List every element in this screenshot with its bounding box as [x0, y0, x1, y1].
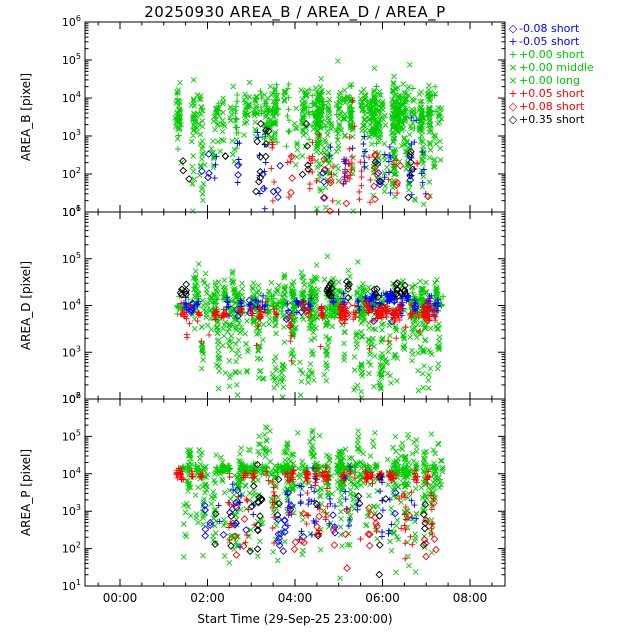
axis-ticks	[85, 21, 505, 213]
y-tick-label: 104	[62, 90, 81, 105]
legend-item: ◇ -0.08 short	[507, 22, 594, 35]
chart-title: 20250930 AREA_B / AREA_D / AREA_P	[144, 3, 446, 21]
legend-label: -0.08 short	[519, 22, 580, 35]
y-axis-title: AREA_P [pixel]	[19, 449, 33, 536]
diamond-marker-icon: ◇	[508, 113, 518, 126]
legend-label: +0.00 short	[519, 48, 585, 61]
plus-marker-icon: +	[508, 48, 518, 61]
legend: ◇ -0.08 short +-0.05 short ++0.00 short ×…	[507, 22, 594, 126]
diamond-marker-icon: ◇	[508, 100, 518, 113]
series-area_b-+0.00-long	[188, 73, 434, 144]
x-marker-icon: ×	[508, 74, 518, 87]
x-tick-label: 08:00	[453, 591, 488, 605]
series-area_b-+0.08-short	[287, 150, 432, 215]
legend-item: ◇ +0.35 short	[507, 113, 594, 126]
series-area_b-+0.00-middle	[172, 58, 445, 214]
legend-item: ++0.00 short	[507, 48, 594, 61]
legend-item: ◇ +0.08 short	[507, 100, 594, 113]
y-tick-label: 105	[62, 428, 81, 443]
y-tick-label: 103	[62, 128, 81, 143]
x-tick-label: 06:00	[365, 591, 400, 605]
y-axis-title: AREA_B [pixel]	[19, 73, 33, 161]
y-tick-label: 101	[62, 204, 81, 219]
series-area_b--0.08-short	[198, 150, 415, 202]
y-tick-label: 103	[62, 503, 81, 518]
panel-frame-area_b	[84, 21, 506, 213]
series-area_p-+0.35-short	[211, 460, 430, 579]
axis-ticks	[85, 398, 505, 587]
legend-label: +0.35 short	[519, 113, 585, 126]
y-tick-label: 102	[62, 391, 81, 406]
legend-label: +0.05 short	[519, 87, 585, 100]
y-tick-label: 102	[62, 166, 81, 181]
y-tick-label: 104	[62, 298, 81, 313]
series-area_b-+0.35-short	[179, 119, 417, 202]
y-axis-title: AREA_D [pixel]	[19, 261, 33, 350]
legend-label: -0.05 short	[519, 35, 580, 48]
plus-marker-icon: +	[508, 87, 518, 100]
y-tick-label: 102	[62, 541, 81, 556]
y-tick-label: 104	[62, 466, 81, 481]
legend-item: ++0.05 short	[507, 87, 594, 100]
series-area_d-+0.08-short	[181, 297, 432, 330]
legend-label: +0.08 short	[519, 100, 585, 113]
y-tick-label: 105	[62, 52, 81, 67]
y-tick-label: 106	[62, 204, 81, 219]
series-area_d-+0.35-short	[176, 277, 410, 302]
x-tick-label: 02:00	[190, 591, 225, 605]
series-area_b-+0.05-short	[268, 97, 421, 206]
y-tick-label: 103	[62, 344, 81, 359]
diamond-marker-icon: ◇	[508, 22, 518, 35]
x-tick-label: 04:00	[278, 591, 313, 605]
legend-item: ×+0.00 middle	[507, 61, 594, 74]
series-area_p--0.08-short	[200, 486, 400, 555]
legend-label: +0.00 middle	[519, 61, 594, 74]
series-area_p-+0.00-middle	[180, 424, 444, 582]
legend-item: ×+0.00 long	[507, 74, 594, 87]
y-tick-label: 101	[62, 578, 81, 593]
legend-label: +0.00 long	[519, 74, 580, 87]
y-tick-label: 105	[62, 251, 81, 266]
legend-item: +-0.05 short	[507, 35, 594, 48]
x-axis-title: Start Time (29-Sep-25 23:00:00)	[197, 612, 393, 626]
y-tick-label: 106	[62, 14, 81, 29]
x-tick-label: 00:00	[103, 591, 138, 605]
plus-marker-icon: +	[508, 35, 518, 48]
x-marker-icon: ×	[508, 61, 518, 74]
series-area_b-+0.00-short	[173, 81, 439, 152]
y-tick-label: 106	[62, 391, 81, 406]
